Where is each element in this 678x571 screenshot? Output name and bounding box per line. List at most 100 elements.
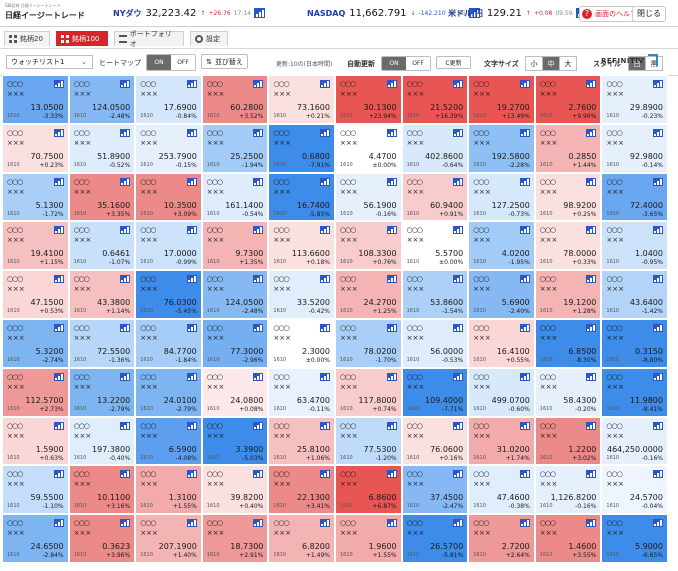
mini-chart-icon[interactable] — [186, 226, 197, 235]
heatmap-cell[interactable]: ○○○ ××× 53.8600 1610 -1.54% — [401, 270, 469, 319]
mini-chart-icon[interactable] — [386, 275, 397, 284]
mini-chart-icon[interactable] — [453, 177, 464, 186]
mini-chart-icon[interactable] — [253, 8, 265, 18]
heatmap-cell[interactable]: ○○○ ××× 4.4700 1610 ±0.00% — [335, 123, 402, 173]
heatmap-cell[interactable]: ○○○ ××× 29.8900 1610 -0.23% — [601, 75, 668, 124]
mini-chart-icon[interactable] — [386, 177, 397, 186]
heatmap-cell[interactable]: ○○○ ××× 43.6400 1610 -1.42% — [601, 270, 668, 319]
heatmap-cell[interactable]: ○○○ ××× 72.4000 1610 -3.65% — [601, 172, 668, 222]
mini-chart-icon[interactable] — [319, 275, 330, 284]
heatmap-cell[interactable]: ○○○ ××× 5.6900 1610 -2.40% — [468, 270, 535, 319]
mini-chart-icon[interactable] — [586, 275, 597, 284]
font-size-small[interactable]: 小 — [526, 57, 543, 70]
heatmap-cell[interactable]: ○○○ ××× 72.5500 1610 -1.36% — [68, 319, 136, 368]
heatmap-cell[interactable]: ○○○ ××× 76.0600 1610 +0.16% — [401, 416, 469, 466]
heatmap-cell[interactable]: ○○○ ××× 17.6900 1610 -0.84% — [135, 75, 202, 124]
mini-chart-icon[interactable] — [652, 519, 663, 528]
heatmap-cell[interactable]: ○○○ ××× 117.8000 1610 +0.74% — [335, 367, 402, 417]
font-size-medium[interactable]: 中 — [543, 57, 560, 70]
mini-chart-icon[interactable] — [519, 519, 530, 528]
heatmap-cell[interactable]: ○○○ ××× 109.4000 1610 -7.71% — [401, 367, 469, 417]
mini-chart-icon[interactable] — [519, 226, 530, 235]
mini-chart-icon[interactable] — [386, 80, 397, 88]
heatmap-cell[interactable]: ○○○ ××× 5.3200 1610 -2.74% — [2, 319, 69, 368]
mini-chart-icon[interactable] — [519, 80, 530, 88]
heatmap-cell[interactable]: ○○○ ××× 17.0000 1610 -0.99% — [135, 221, 202, 271]
heatmap-cell[interactable]: ○○○ ××× 2.3000 1610 ±0.00% — [268, 319, 335, 368]
mini-chart-icon[interactable] — [586, 470, 597, 479]
mini-chart-icon[interactable] — [253, 470, 264, 479]
heatmap-cell[interactable]: ○○○ ××× 124.0500 1610 -2.48% — [201, 270, 269, 319]
heatmap-cell[interactable]: ○○○ ××× 108.3300 1610 +0.76% — [335, 221, 402, 271]
mini-chart-icon[interactable] — [319, 226, 330, 235]
heatmap-cell[interactable]: ○○○ ××× 464,250.0000 1610 -0.16% — [601, 416, 668, 466]
heatmap-cell[interactable]: ○○○ ××× 9.7300 1610 +1.35% — [201, 221, 269, 271]
heatmap-cell[interactable]: ○○○ ××× 16.7400 1610 -5.85% — [268, 172, 335, 222]
mini-chart-icon[interactable] — [120, 275, 131, 284]
heatmap-cell[interactable]: ○○○ ××× 192.5800 1610 -2.28% — [468, 123, 535, 173]
mini-chart-icon[interactable] — [652, 177, 663, 186]
heatmap-cell[interactable]: ○○○ ××× 39.8200 1610 +0.40% — [201, 465, 269, 515]
heatmap-cell[interactable]: ○○○ ××× 1.4600 1610 +3.55% — [534, 514, 602, 563]
heatmap-cell[interactable]: ○○○ ××× 98.9200 1610 +0.25% — [534, 172, 602, 222]
mini-chart-icon[interactable] — [453, 275, 464, 284]
mini-chart-icon[interactable] — [386, 372, 397, 381]
heatmap-cell[interactable]: ○○○ ××× 19.1200 1610 +1.28% — [534, 270, 602, 319]
mini-chart-icon[interactable] — [53, 226, 64, 235]
heatmap-cell[interactable]: ○○○ ××× 24.2700 1610 +1.25% — [335, 270, 402, 319]
heatmap-cell[interactable]: ○○○ ××× 60.2800 1610 +3.52% — [201, 75, 269, 124]
mini-chart-icon[interactable] — [53, 470, 64, 479]
heatmap-cell[interactable]: ○○○ ××× 127.2500 1610 -0.73% — [468, 172, 535, 222]
heatmap-cell[interactable]: ○○○ ××× 10.3500 1610 +3.09% — [135, 172, 202, 222]
heatmap-cell[interactable]: ○○○ ××× 5.9000 1610 -6.65% — [601, 514, 668, 563]
heatmap-cell[interactable]: ○○○ ××× 1.2200 1610 +3.02% — [534, 416, 602, 466]
mini-chart-icon[interactable] — [386, 470, 397, 479]
mini-chart-icon[interactable] — [253, 372, 264, 381]
heatmap-cell[interactable]: ○○○ ××× 21.5200 1610 +16.39% — [401, 75, 469, 124]
heatmap-cell[interactable]: ○○○ ××× 78.0200 1610 -1.70% — [335, 319, 402, 368]
mini-chart-icon[interactable] — [186, 80, 197, 88]
style-black[interactable]: 黒 — [646, 57, 662, 70]
heatmap-cell[interactable]: ○○○ ××× 0.6461 1610 -1.07% — [68, 221, 136, 271]
mini-chart-icon[interactable] — [120, 324, 131, 332]
heatmap-cell[interactable]: ○○○ ××× 1.5900 1610 +0.63% — [2, 416, 69, 466]
heatmap-cell[interactable]: ○○○ ××× 37.4500 1610 -2.47% — [401, 465, 469, 515]
mini-chart-icon[interactable] — [120, 470, 131, 479]
mini-chart-icon[interactable] — [253, 421, 264, 430]
mini-chart-icon[interactable] — [253, 324, 264, 332]
mini-chart-icon[interactable] — [319, 324, 330, 332]
mini-chart-icon[interactable] — [519, 372, 530, 381]
heatmap-cell[interactable]: ○○○ ××× 6.5900 1610 -4.08% — [135, 416, 202, 466]
mini-chart-icon[interactable] — [319, 177, 330, 186]
heatmap-cell[interactable]: ○○○ ××× 26.5700 1610 -5.81% — [401, 514, 469, 563]
mini-chart-icon[interactable] — [519, 177, 530, 186]
heatmap-cell[interactable]: ○○○ ××× 25.8100 1610 +1.06% — [268, 416, 335, 466]
heatmap-cell[interactable]: ○○○ ××× 197.3800 1610 -0.40% — [68, 416, 136, 466]
mini-chart-icon[interactable] — [652, 421, 663, 430]
mini-chart-icon[interactable] — [652, 128, 663, 137]
mini-chart-icon[interactable] — [453, 324, 464, 332]
mini-chart-icon[interactable] — [586, 226, 597, 235]
heatmap-cell[interactable]: ○○○ ××× 35.1600 1610 +3.35% — [68, 172, 136, 222]
mini-chart-icon[interactable] — [120, 177, 131, 186]
heatmap-cell[interactable]: ○○○ ××× 402.8600 1610 -0.64% — [401, 123, 469, 173]
mini-chart-icon[interactable] — [53, 275, 64, 284]
heatmap-cell[interactable]: ○○○ ××× 24.6500 1610 -2.84% — [2, 514, 69, 563]
heatmap-cell[interactable]: ○○○ ××× 10.1100 1610 +3.16% — [68, 465, 136, 515]
auto-update-toggle[interactable]: ON OFF — [381, 56, 431, 71]
mini-chart-icon[interactable] — [53, 177, 64, 186]
mini-chart-icon[interactable] — [53, 372, 64, 381]
mini-chart-icon[interactable] — [186, 372, 197, 381]
mini-chart-icon[interactable] — [186, 470, 197, 479]
heatmap-cell[interactable]: ○○○ ××× 1,126.8200 1610 -0.16% — [534, 465, 602, 515]
help-button[interactable]: ? 画面のヘルプ — [579, 6, 642, 22]
mini-chart-icon[interactable] — [253, 177, 264, 186]
heatmap-cell[interactable]: ○○○ ××× 13.2200 1610 -2.79% — [68, 367, 136, 417]
heatmap-cell[interactable]: ○○○ ××× 18.7300 1610 +2.91% — [201, 514, 269, 563]
mini-chart-icon[interactable] — [652, 226, 663, 235]
heatmap-cell[interactable]: ○○○ ××× 2.7600 1610 +9.96% — [534, 75, 602, 124]
heatmap-cell[interactable]: ○○○ ××× 19.4100 1610 +1.15% — [2, 221, 69, 271]
mini-chart-icon[interactable] — [253, 80, 264, 88]
mini-chart-icon[interactable] — [586, 421, 597, 430]
mini-chart-icon[interactable] — [253, 275, 264, 284]
